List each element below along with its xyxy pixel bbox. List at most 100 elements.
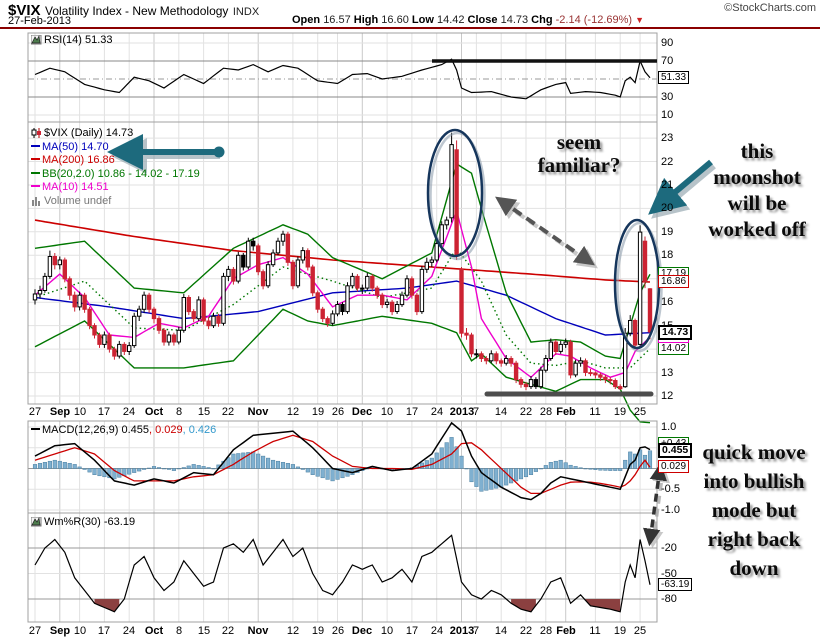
price-legend-symbol: $VIX (Daily) 14.73 [44,127,134,139]
macd-current-value-box: 0.029 [658,460,690,473]
price-axis-label: 13 [661,367,674,379]
macd-current-value-box: 0.455 [658,443,693,458]
macd-legend-main: MACD(12,26,9) 0.455 [42,424,149,436]
panel-borders [27,32,658,623]
wmr-axis-label: -50 [661,568,677,580]
date-axis-label: 17 [405,625,419,637]
date-axis-label: 11 [589,625,601,637]
ellipse-december-spike [426,128,484,258]
date-axis-label: 19 [311,625,325,637]
date-axis-label: 10 [73,406,87,418]
date-axis-label: 14 [494,625,508,637]
date-axis-label: 2013 [449,625,475,637]
area-chart-icon [30,516,42,532]
bb-line-swatch [31,171,40,174]
ma10-legend: MA(10) 14.51 [42,181,109,193]
date-axis-label: 17 [405,406,419,418]
chart-date: 27-Feb-2013 [8,15,71,27]
date-axis-label: 24 [122,406,136,418]
date-axis-label: 19 [311,406,325,418]
symbol-title: Volatility Index - New Methodology [44,4,229,18]
date-axis-label: 7 [472,406,480,418]
macd-legend-hist: , 0.426 [182,424,217,436]
date-axis-label: 25 [633,625,647,637]
wmr-axis-label: -20 [661,542,677,554]
date-axis-label: 24 [122,625,136,637]
down-triangle-icon: ▼ [635,15,645,25]
date-axis-label: 22 [221,625,235,637]
date-axis-label: Dec [351,406,373,418]
header-divider [0,27,820,29]
price-axis-label: 23 [661,132,674,144]
exchange-label: INDX [232,6,260,18]
rsi-axis-label: 30 [661,91,674,103]
date-axis-label: 26 [331,406,345,418]
chg-label: Chg [531,14,553,26]
date-axis-label: 22 [519,625,533,637]
rsi-axis-label: 90 [661,37,674,49]
price-current-value-box: 14.73 [658,325,693,340]
overlay-ma200 [34,219,651,283]
low-value: 14.42 [436,14,465,26]
date-axis-label: 19 [613,625,627,637]
date-axis-label: Nov [247,625,269,637]
price-axis-label: 12 [661,390,674,402]
date-axis-label: 15 [197,406,211,418]
date-axis-label: 25 [633,406,647,418]
candlesticks [32,132,653,391]
dashed-updown-arrow [642,462,668,547]
date-axis-label: 8 [175,406,183,418]
date-axis-label: Oct [144,625,164,637]
date-axis-label: 26 [331,625,345,637]
date-axis-label: 24 [430,625,444,637]
date-axis-label: 22 [221,406,235,418]
annotation-quick-move: quick move into bullish mode but right b… [702,440,806,580]
date-axis-label: 22 [519,406,533,418]
price-axis-label: 18 [661,249,674,261]
volume-legend: Volume undef [44,194,112,207]
open-label: Open [292,14,321,26]
chg-value: -2.14 (-12.69%) [555,14,633,26]
date-axis-label: 27 [28,406,42,418]
macd-lines [34,421,651,501]
ohlc-quote-bar: Open 16.57 High 16.60 Low 14.42 Close 14… [292,14,644,26]
low-label: Low [411,14,434,26]
chart-header: $VIX Volatility Index - New Methodology … [8,2,259,20]
date-axis-label: 12 [286,406,300,418]
wmr-legend: Wm%R(30) -63.19 [30,516,136,532]
date-axis-label: Oct [144,406,164,418]
price-axis-label: 21 [661,179,674,191]
date-axis-label: 28 [539,625,553,637]
date-axis-label: 7 [472,625,480,637]
date-axis-label: Sep [49,406,71,418]
ma10-line-swatch [31,185,40,188]
price-current-value-box: 14.02 [658,342,690,355]
wmr-current-value-box: -63.19 [658,578,693,591]
macd-axis-label: 1.0 [661,421,677,433]
date-axis-label: Sep [49,625,71,637]
overlay-bblower [34,308,651,424]
rsi-axis-label: 70 [661,55,674,67]
annotation-seem-familiar: seem familiar? [537,130,621,177]
rsi-current-value-box: 51.33 [658,71,690,84]
price-axis-label: 22 [661,156,674,168]
price-axis-label: 20 [661,202,674,214]
date-axis-label: 10 [380,406,394,418]
ma50-line-swatch [31,144,40,147]
annotation-moonshot: this moonshot will be worked off [708,139,806,241]
price-axis-label: 19 [661,226,674,238]
date-axis-label: 24 [430,406,444,418]
wmr-legend-text: Wm%R(30) -63.19 [44,516,136,528]
wmr-plot [34,534,651,613]
high-label: High [353,14,379,26]
bb-legend: BB(20,2.0) 10.86 - 14.02 - 17.19 [42,167,200,180]
date-axis-label: 19 [613,406,627,418]
date-axis-label: 8 [175,625,183,637]
stockcharts-copyright: ©StockCharts.com [724,2,816,14]
dashed-comparison-arrow [495,196,595,266]
price-axis-label: 16 [661,296,674,308]
teal-moonshot-arrow [648,159,713,215]
candlestick-icon [31,128,42,143]
date-axis-label: Feb [556,406,576,418]
